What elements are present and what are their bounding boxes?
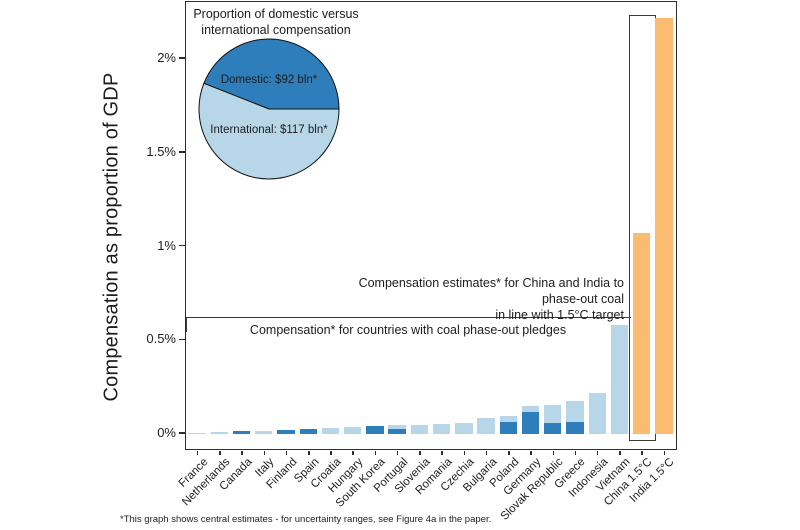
bar-china-1-5-c	[632, 233, 651, 434]
bar-segment-canada-domestic	[232, 431, 251, 434]
pie-label-international: International: $117 bln*	[210, 124, 328, 136]
bar-segment-portugal-domestic	[388, 429, 406, 434]
y-tick-mark-1	[179, 244, 185, 247]
x-tick-mark-greece	[574, 450, 577, 455]
plot-panel: Compensation* for countries with coal ph…	[185, 1, 677, 450]
y-axis-title: Compensation as proportion of GDP	[100, 72, 123, 402]
y-tick-mark-2	[179, 57, 185, 59]
x-tick-mark-spain	[308, 450, 310, 455]
bar-segment-china-1-5-c-phaseout	[632, 233, 651, 434]
y-tick-label-1: 1%	[157, 237, 176, 253]
x-tick-mark-netherlands	[219, 450, 221, 455]
bar-segment-france-international	[188, 433, 206, 434]
x-tick-mark-china-1-5-c	[641, 450, 643, 455]
y-tick-mark-0-5	[179, 338, 185, 340]
x-tick-mark-portugal	[396, 450, 399, 455]
y-tick-mark-0	[179, 432, 185, 434]
bar-segment-bulgaria-international	[477, 418, 495, 434]
pie-slice-domestic	[203, 38, 340, 110]
bar-slovak-republic	[544, 405, 562, 434]
bar-germany	[521, 406, 540, 434]
bar-hungary	[344, 427, 362, 434]
x-tick-mark-india-1-5-c	[663, 450, 666, 455]
pie-title-line1: Proportion of domestic versus	[193, 7, 359, 21]
bar-segment-romania-international	[432, 424, 451, 434]
bar-south-korea	[366, 426, 384, 434]
x-tick-mark-finland	[285, 450, 288, 455]
bar-segment-czechia-international	[455, 423, 473, 434]
x-tick-mark-czechia	[463, 450, 466, 455]
bar-vietnam	[610, 325, 629, 434]
bar-segment-croatia-international	[321, 428, 340, 434]
bar-segment-portugal-international	[388, 425, 406, 429]
bar-segment-slovenia-international	[410, 425, 429, 434]
bar-segment-poland-domestic	[499, 422, 517, 434]
x-tick-mark-bulgaria	[485, 450, 488, 455]
bar-netherlands	[210, 432, 228, 434]
x-tick-mark-poland	[508, 450, 510, 455]
bar-segment-finland-domestic	[277, 430, 295, 434]
y-tick-label-2: 2%	[157, 50, 176, 65]
china-india-annotation-line1: Compensation estimates* for China and In…	[358, 276, 624, 306]
bar-segment-slovak-republic-domestic	[544, 423, 562, 434]
bar-segment-spain-domestic	[299, 429, 317, 434]
bar-czechia	[455, 423, 473, 434]
x-tick-mark-canada	[241, 450, 243, 455]
bar-segment-poland-international	[499, 416, 517, 422]
pie-chart	[196, 36, 342, 182]
x-tick-mark-germany	[530, 450, 532, 455]
bar-greece	[566, 401, 584, 434]
pie-label-domestic: Domestic: $92 bln*	[220, 74, 318, 86]
y-tick-mark-1-5	[179, 151, 185, 153]
bar-segment-vietnam-international	[610, 325, 629, 434]
bar-segment-greece-domestic	[566, 422, 584, 434]
bar-canada	[232, 431, 251, 434]
bar-finland	[277, 430, 295, 434]
y-tick-label-0: 0%	[157, 425, 176, 440]
x-tick-mark-france	[196, 450, 199, 455]
bar-segment-hungary-international	[344, 427, 362, 434]
bar-poland	[499, 416, 517, 434]
pledges-annotation-label: Compensation* for countries with coal ph…	[249, 323, 567, 337]
bar-segment-south-korea-domestic	[366, 426, 384, 434]
pie-slice-international	[198, 82, 340, 180]
bar-segment-italy-international	[255, 431, 273, 434]
y-tick-label-0-5: 0.5%	[146, 331, 176, 347]
bar-slovenia	[410, 425, 429, 434]
pie-title-line2: international compensation	[201, 23, 351, 37]
footnote: *This graph shows central estimates - fo…	[120, 514, 492, 525]
x-tick-mark-slovenia	[419, 450, 421, 455]
bar-spain	[299, 429, 317, 434]
bar-indonesia	[588, 393, 606, 434]
x-tick-mark-romania	[441, 450, 443, 455]
x-tick-mark-italy	[263, 450, 266, 455]
bar-croatia	[321, 428, 340, 434]
x-tick-mark-hungary	[352, 450, 354, 455]
x-tick-mark-south-korea	[374, 450, 377, 455]
pie-title: Proportion of domestic versus internatio…	[186, 6, 366, 38]
x-tick-mark-croatia	[330, 450, 332, 455]
bar-india-1-5-c	[655, 18, 673, 434]
y-tick-label-1-5: 1.5%	[146, 143, 176, 159]
bar-segment-germany-international	[521, 406, 540, 412]
x-tick-mark-indonesia	[596, 450, 599, 455]
bar-portugal	[388, 425, 406, 434]
bar-segment-indonesia-international	[588, 393, 606, 434]
bar-segment-greece-international	[566, 401, 584, 422]
bar-bulgaria	[477, 418, 495, 434]
x-tick-mark-vietnam	[619, 450, 621, 455]
china-india-annotation-line2: in line with 1.5°C target	[495, 308, 624, 322]
bar-segment-slovak-republic-international	[544, 405, 562, 423]
bar-italy	[255, 431, 273, 434]
pledges-bracket	[186, 317, 631, 332]
bar-france	[188, 433, 206, 434]
china-india-annotation-label: Compensation estimates* for China and In…	[324, 275, 624, 323]
bar-segment-netherlands-international	[210, 432, 228, 434]
bar-segment-india-1-5-c-phaseout	[655, 18, 673, 434]
pie-svg	[198, 38, 340, 180]
x-tick-mark-slovak-republic	[552, 450, 554, 455]
bar-romania	[432, 424, 451, 434]
bar-segment-germany-domestic	[521, 412, 540, 434]
